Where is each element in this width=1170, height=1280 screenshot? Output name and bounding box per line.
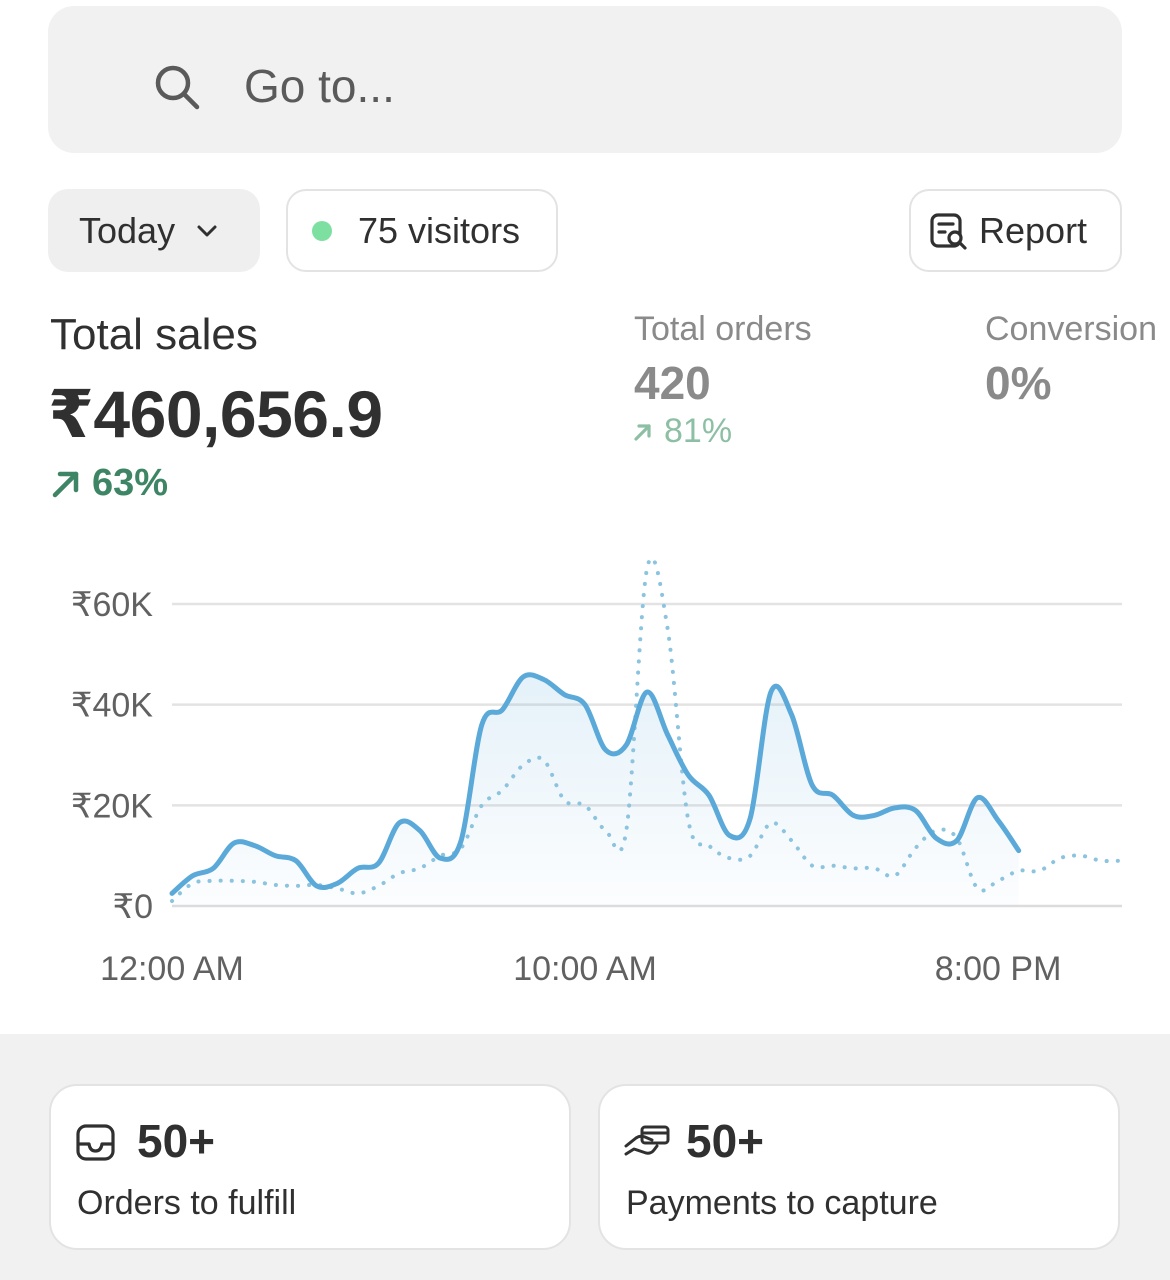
report-icon (930, 212, 967, 250)
total-orders-trend: 81% (632, 412, 732, 451)
report-label: Report (979, 209, 1088, 251)
x-tick-label: 8:00 PM (935, 950, 1062, 988)
sales-area-fill (172, 674, 1019, 906)
x-tick-label: 10:00 AM (513, 950, 657, 988)
total-sales-change: 63% (92, 462, 169, 504)
y-tick-label: ₹40K (71, 687, 153, 725)
orders-to-fulfill-label: Orders to fulfill (77, 1184, 297, 1222)
arrow-up-right-icon (634, 423, 651, 441)
sales-series-line (169, 672, 1022, 896)
conversion-value: 0% (985, 357, 1052, 409)
date-range-label: Today (79, 209, 176, 251)
search-icon (155, 65, 200, 110)
y-tick-label: ₹20K (71, 787, 153, 825)
date-range-dropdown[interactable]: Today (48, 189, 260, 272)
y-tick-label: ₹0 (112, 888, 153, 926)
x-tick-label: 12:00 AM (100, 950, 244, 988)
payments-to-capture-count: 50+ (686, 1115, 765, 1167)
total-sales-label: Total sales (50, 310, 258, 359)
report-button[interactable]: Report (909, 189, 1122, 272)
search-bar[interactable] (48, 6, 1122, 153)
orders-to-fulfill-count: 50+ (137, 1115, 216, 1167)
hand-card-icon (624, 1125, 670, 1156)
live-visitors-button[interactable]: 75 visitors (286, 189, 558, 272)
conversion-label[interactable]: Conversion (985, 310, 1157, 348)
total-orders-label[interactable]: Total orders (634, 310, 812, 348)
chevron-down-icon (197, 225, 217, 236)
payments-to-capture-label: Payments to capture (626, 1184, 938, 1222)
inbox-icon (76, 1124, 115, 1161)
payments-to-capture-card[interactable]: 50+ Payments to capture (598, 1084, 1120, 1250)
search-input[interactable] (244, 46, 1104, 126)
y-tick-label: ₹60K (71, 586, 153, 624)
live-indicator-dot (312, 220, 332, 241)
visitors-label: 75 visitors (358, 209, 521, 251)
total-sales-value: ₹460,656.9 (48, 377, 383, 451)
total-sales-trend: 63% (50, 462, 168, 505)
sales-line-chart[interactable]: ₹60K ₹40K ₹20K ₹0 12:00 AM 10:00 AM 8:00 PM (0, 520, 1170, 1010)
total-orders-value: 420 (634, 357, 711, 409)
orders-to-fulfill-card[interactable]: 50+ Orders to fulfill (49, 1084, 571, 1250)
arrow-up-right-icon (52, 471, 79, 497)
total-orders-change: 81% (664, 412, 733, 450)
